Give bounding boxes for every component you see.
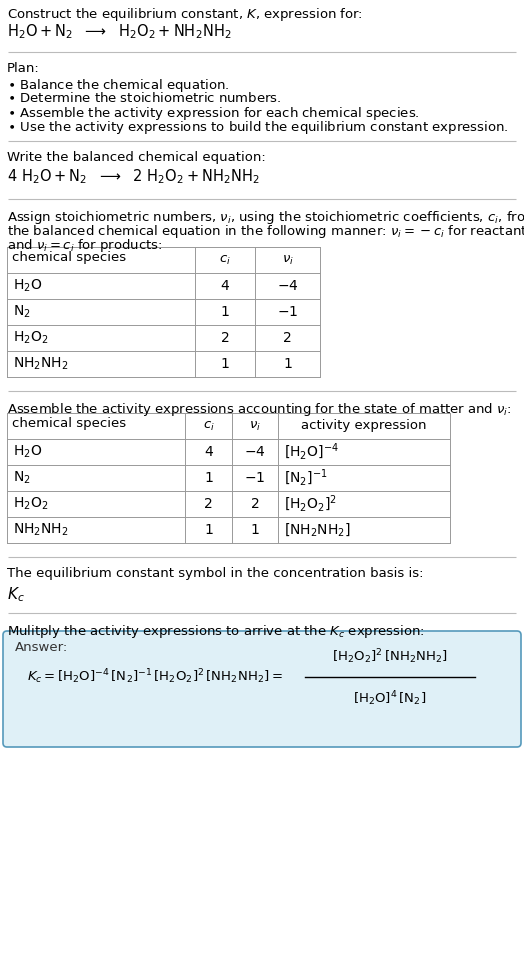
Text: $[\mathrm{H_2O}]^{-4}$: $[\mathrm{H_2O}]^{-4}$ — [284, 442, 339, 462]
Text: Plan:: Plan: — [7, 62, 40, 75]
Text: $\bullet$ Balance the chemical equation.: $\bullet$ Balance the chemical equation. — [7, 77, 230, 94]
Text: the balanced chemical equation in the following manner: $\nu_i = -c_i$ for react: the balanced chemical equation in the fo… — [7, 223, 524, 240]
Text: $K_c = [\mathrm{H_2O}]^{-4}\,[\mathrm{N_2}]^{-1}\,[\mathrm{H_2O_2}]^2\,[\mathrm{: $K_c = [\mathrm{H_2O}]^{-4}\,[\mathrm{N_… — [27, 668, 283, 686]
Text: $-1$: $-1$ — [277, 305, 298, 319]
Text: $[\mathrm{N_2}]^{-1}$: $[\mathrm{N_2}]^{-1}$ — [284, 468, 328, 488]
Text: $\mathrm{H_2O + N_2\ \ \longrightarrow\ \ H_2O_2 + NH_2NH_2}$: $\mathrm{H_2O + N_2\ \ \longrightarrow\ … — [7, 22, 232, 40]
FancyBboxPatch shape — [3, 631, 521, 747]
Text: 1: 1 — [204, 471, 213, 485]
Text: activity expression: activity expression — [301, 420, 427, 432]
Text: $\bullet$ Determine the stoichiometric numbers.: $\bullet$ Determine the stoichiometric n… — [7, 91, 281, 105]
Text: $\nu_i$: $\nu_i$ — [281, 254, 293, 266]
Text: 4: 4 — [221, 279, 230, 293]
Text: 1: 1 — [204, 523, 213, 537]
Text: 2: 2 — [250, 497, 259, 511]
Text: $\mathrm{N_2}$: $\mathrm{N_2}$ — [13, 470, 31, 486]
Text: $c_i$: $c_i$ — [219, 254, 231, 266]
Text: chemical species: chemical species — [12, 417, 126, 430]
Text: 4: 4 — [204, 445, 213, 459]
Text: $[\mathrm{NH_2NH_2}]$: $[\mathrm{NH_2NH_2}]$ — [284, 522, 351, 538]
Text: $\mathrm{H_2O}$: $\mathrm{H_2O}$ — [13, 444, 42, 460]
Text: $\mathrm{N_2}$: $\mathrm{N_2}$ — [13, 304, 31, 320]
Text: $c_i$: $c_i$ — [203, 419, 214, 432]
Text: $\mathrm{4\ H_2O + N_2\ \ \longrightarrow\ \ 2\ H_2O_2 + NH_2NH_2}$: $\mathrm{4\ H_2O + N_2\ \ \longrightarro… — [7, 167, 260, 185]
Text: 1: 1 — [221, 357, 230, 371]
Text: $[\mathrm{H_2O_2}]^2\,[\mathrm{NH_2NH_2}]$: $[\mathrm{H_2O_2}]^2\,[\mathrm{NH_2NH_2}… — [332, 648, 448, 666]
Text: $-4$: $-4$ — [244, 445, 266, 459]
Text: $\bullet$ Use the activity expressions to build the equilibrium constant express: $\bullet$ Use the activity expressions t… — [7, 119, 508, 136]
Text: $\mathrm{H_2O}$: $\mathrm{H_2O}$ — [13, 278, 42, 294]
Text: chemical species: chemical species — [12, 251, 126, 264]
Text: The equilibrium constant symbol in the concentration basis is:: The equilibrium constant symbol in the c… — [7, 567, 423, 580]
Text: $-1$: $-1$ — [244, 471, 266, 485]
Text: $K_c$: $K_c$ — [7, 585, 25, 604]
Text: $\mathrm{NH_2NH_2}$: $\mathrm{NH_2NH_2}$ — [13, 522, 69, 538]
Text: 1: 1 — [250, 523, 259, 537]
Text: 2: 2 — [204, 497, 213, 511]
Text: $\mathrm{H_2O_2}$: $\mathrm{H_2O_2}$ — [13, 496, 48, 512]
Text: Answer:: Answer: — [15, 641, 68, 654]
Text: $\bullet$ Assemble the activity expression for each chemical species.: $\bullet$ Assemble the activity expressi… — [7, 105, 420, 122]
Text: $\mathrm{H_2O_2}$: $\mathrm{H_2O_2}$ — [13, 330, 48, 346]
Text: and $\nu_i = c_i$ for products:: and $\nu_i = c_i$ for products: — [7, 237, 162, 254]
Text: $[\mathrm{H_2O_2}]^2$: $[\mathrm{H_2O_2}]^2$ — [284, 494, 337, 514]
Text: $\mathrm{NH_2NH_2}$: $\mathrm{NH_2NH_2}$ — [13, 356, 69, 372]
Text: Mulitply the activity expressions to arrive at the $K_c$ expression:: Mulitply the activity expressions to arr… — [7, 623, 425, 640]
Text: Construct the equilibrium constant, $K$, expression for:: Construct the equilibrium constant, $K$,… — [7, 6, 363, 23]
Text: $\nu_i$: $\nu_i$ — [249, 419, 261, 432]
Text: 1: 1 — [221, 305, 230, 319]
Text: Write the balanced chemical equation:: Write the balanced chemical equation: — [7, 151, 266, 164]
Text: 2: 2 — [283, 331, 292, 345]
Text: 2: 2 — [221, 331, 230, 345]
Text: 1: 1 — [283, 357, 292, 371]
Text: $-4$: $-4$ — [277, 279, 298, 293]
Text: Assign stoichiometric numbers, $\nu_i$, using the stoichiometric coefficients, $: Assign stoichiometric numbers, $\nu_i$, … — [7, 209, 524, 226]
Text: Assemble the activity expressions accounting for the state of matter and $\nu_i$: Assemble the activity expressions accoun… — [7, 401, 512, 418]
Text: $[\mathrm{H_2O}]^4\,[\mathrm{N_2}]$: $[\mathrm{H_2O}]^4\,[\mathrm{N_2}]$ — [353, 690, 427, 708]
